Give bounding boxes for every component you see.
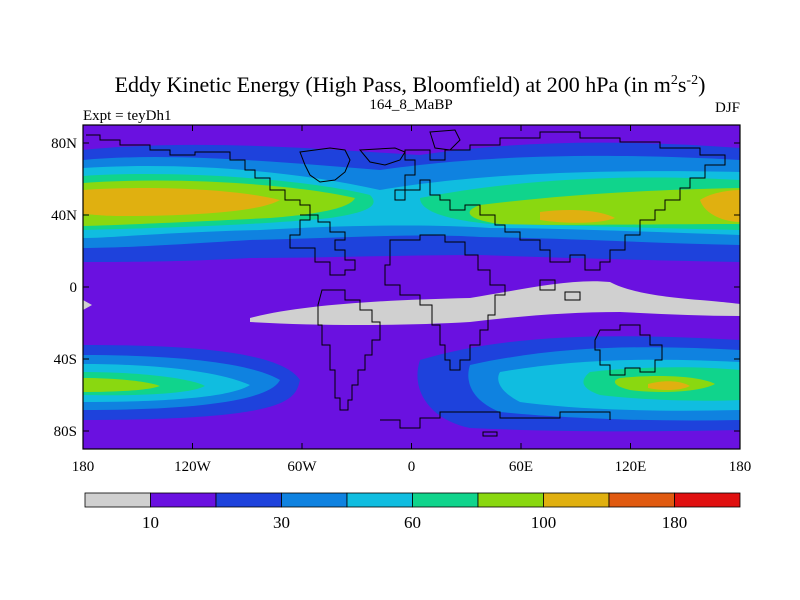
colorbar-tick-label: 60 [404, 513, 421, 532]
colorbar-swatch [84, 492, 151, 508]
colorbar-tick-label: 180 [662, 513, 688, 532]
colorbar-swatch [608, 492, 675, 508]
contour-nh-green-east [469, 188, 740, 225]
x-axis: 180 120W 60W 0 60E 120E 180 [72, 125, 752, 475]
y-tick-label: 40N [51, 208, 77, 224]
y-tick-label: 80S [54, 424, 77, 440]
y-tick-label: 40S [54, 352, 77, 368]
colorbar-swatch [215, 492, 282, 508]
y-tick-label: 0 [70, 280, 78, 296]
x-tick-label: 120W [174, 459, 212, 475]
colorbar-swatch [477, 492, 544, 508]
subtitle-center: 164_8_MaBP [369, 97, 452, 113]
y-tick-label: 80N [51, 136, 77, 152]
colorbar-tick-label: 10 [142, 513, 159, 532]
coastlines [86, 129, 726, 437]
colorbar-swatch [150, 492, 217, 508]
colorbar-swatch [674, 492, 741, 508]
colorbar-tick-label: 30 [273, 513, 290, 532]
colorbar-swatch [412, 492, 479, 508]
x-tick-label: 60E [509, 459, 533, 475]
contour-nh-yellow-dateline [700, 190, 740, 222]
chart-title: Eddy Kinetic Energy (High Pass, Bloomfie… [115, 72, 706, 97]
x-tick-label: 60W [287, 459, 317, 475]
x-tick-label: 0 [408, 459, 416, 475]
contour-nh-yellow [83, 188, 280, 216]
contour-tropics-lowest-west [83, 300, 92, 310]
x-tick-label: 180 [72, 459, 95, 475]
x-tick-label: 180 [729, 459, 752, 475]
colorbar-swatch [346, 492, 413, 508]
subtitle-right: DJF [715, 100, 740, 116]
colorbar-swatch [543, 492, 610, 508]
contour-nh-yellow-east [540, 210, 615, 223]
map-field [83, 125, 740, 449]
x-tick-label: 120E [615, 459, 647, 475]
contour-sh-green [83, 378, 160, 392]
y-axis: 80N 40N 0 40S 80S [51, 136, 740, 440]
contour-sh-yellow-east [648, 381, 690, 391]
colorbar: 10 30 60 100 180 [84, 492, 741, 532]
subtitle-left: Expt = teyDh1 [83, 108, 171, 124]
colorbar-tick-label: 100 [531, 513, 557, 532]
colorbar-swatch [281, 492, 348, 508]
